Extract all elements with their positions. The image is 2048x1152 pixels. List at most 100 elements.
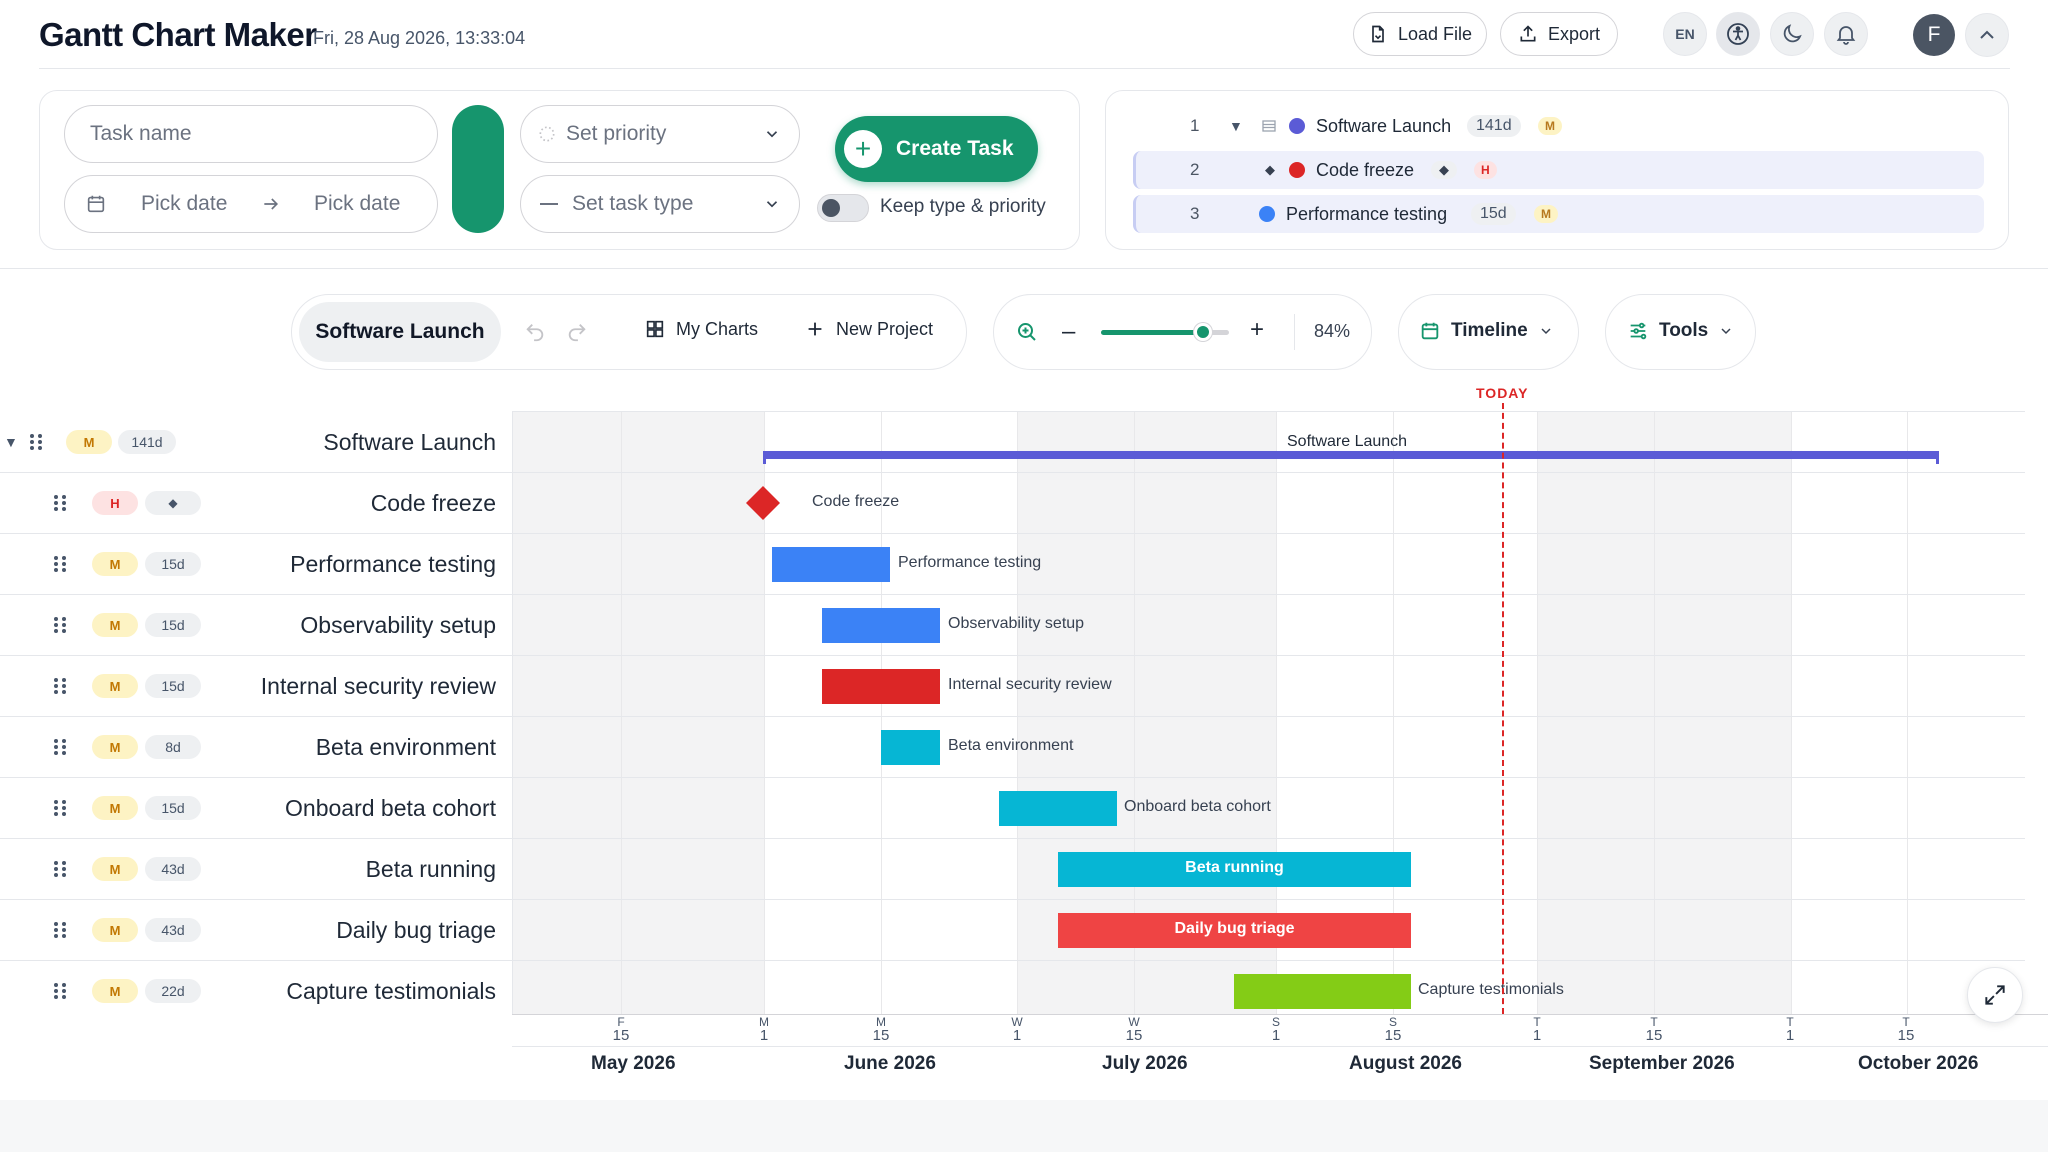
view-select-content[interactable]: Timeline xyxy=(1419,320,1554,342)
gantt-row[interactable]: M 8d Beta environment xyxy=(0,717,512,777)
project-bar-start-cap xyxy=(763,451,766,464)
task-type-select[interactable]: Set task type xyxy=(520,175,800,233)
task-name: Software Launch xyxy=(1316,115,1452,136)
task-list-row[interactable]: 3 Performance testing 15d M xyxy=(1133,195,1984,233)
drag-handle-icon[interactable] xyxy=(29,432,43,452)
task-bar-label: Internal security review xyxy=(948,676,1112,693)
create-task-button[interactable]: + Create Task xyxy=(835,116,1038,182)
milestone-marker[interactable] xyxy=(744,484,782,522)
drag-handle-icon[interactable] xyxy=(53,554,67,574)
month-label: September 2026 xyxy=(1589,1053,1735,1074)
drag-handle-icon[interactable] xyxy=(53,615,67,635)
gantt-row[interactable]: M 22d Capture testimonials xyxy=(0,961,512,1021)
tick-day: 15 xyxy=(872,1027,890,1044)
keep-type-priority-toggle[interactable] xyxy=(817,194,869,222)
end-date-field[interactable]: Pick date xyxy=(314,192,401,215)
task-bar[interactable] xyxy=(999,791,1117,826)
accessibility-button[interactable] xyxy=(1716,12,1760,56)
task-name[interactable]: Beta running xyxy=(365,855,496,882)
caret-down-icon[interactable]: ▼ xyxy=(1229,118,1243,134)
app-header: Gantt Chart Maker Fri, 28 Aug 2026, 13:3… xyxy=(0,0,2048,70)
gantt-row[interactable]: M 43d Beta running xyxy=(0,839,512,899)
dashed-circle-icon xyxy=(539,126,555,142)
duration-badge: 141d xyxy=(1467,115,1521,137)
row-number: 1 xyxy=(1190,116,1200,135)
drag-handle-icon[interactable] xyxy=(53,737,67,757)
drag-handle-icon[interactable] xyxy=(53,798,67,818)
chevron-down-icon xyxy=(1721,328,1731,335)
task-bar[interactable] xyxy=(881,730,940,765)
project-selector[interactable]: Software Launch xyxy=(299,302,501,362)
redo-icon[interactable] xyxy=(566,321,588,343)
priority-select[interactable]: Set priority xyxy=(520,105,800,163)
load-file-button[interactable]: Load File xyxy=(1353,12,1487,56)
task-bar[interactable] xyxy=(1234,974,1411,1009)
priority-badge: M xyxy=(92,674,138,698)
axis-tick: M 15 xyxy=(866,1016,896,1044)
export-button[interactable]: Export xyxy=(1500,12,1618,56)
duration-badge: 22d xyxy=(145,979,201,1003)
grid-line xyxy=(1393,412,1394,1015)
task-name[interactable]: Onboard beta cohort xyxy=(285,794,496,821)
task-name[interactable]: Software Launch xyxy=(323,428,496,455)
collapse-header-button[interactable] xyxy=(1965,13,2009,57)
drag-handle-icon[interactable] xyxy=(53,676,67,696)
task-bar[interactable] xyxy=(1058,913,1411,948)
zoom-in-icon[interactable] xyxy=(1015,320,1039,344)
tools-menu[interactable] xyxy=(1605,294,1756,370)
task-name[interactable]: Code freeze xyxy=(370,489,496,516)
gantt-row[interactable]: M 15d Onboard beta cohort xyxy=(0,778,512,838)
task-name[interactable]: Daily bug triage xyxy=(336,916,496,943)
drag-handle-icon[interactable] xyxy=(53,920,67,940)
row-number: 2 xyxy=(1190,160,1200,179)
start-date-field[interactable]: Pick date xyxy=(141,192,228,215)
undo-icon[interactable] xyxy=(524,321,546,343)
zoom-out-button[interactable]: – xyxy=(1062,318,1076,345)
task-list-row[interactable]: 1 ▼ Software Launch 141d M xyxy=(1133,107,1984,145)
gantt-row[interactable]: ▼ M 141d Software Launch xyxy=(0,412,512,472)
dash-icon xyxy=(540,203,558,205)
zoom-slider-handle[interactable] xyxy=(1194,323,1212,341)
my-charts-button[interactable]: My Charts xyxy=(644,318,758,340)
task-bar[interactable] xyxy=(1058,852,1411,887)
calendar-icon xyxy=(1421,322,1439,340)
drag-handle-icon[interactable] xyxy=(53,859,67,879)
zoom-slider[interactable] xyxy=(1101,330,1229,335)
gantt-row[interactable]: M 15d Performance testing xyxy=(0,534,512,594)
gantt-row[interactable]: M 43d Daily bug triage xyxy=(0,900,512,960)
date-range-input[interactable]: Pick date Pick date xyxy=(64,175,438,233)
tools-menu-content[interactable]: Tools xyxy=(1627,320,1734,342)
drag-handle-icon[interactable] xyxy=(53,493,67,513)
task-name[interactable]: Performance testing xyxy=(290,550,496,577)
user-avatar[interactable]: F xyxy=(1913,14,1955,56)
gantt-row[interactable]: M 15d Observability setup xyxy=(0,595,512,655)
view-select[interactable] xyxy=(1398,294,1579,370)
task-name-input[interactable]: Task name xyxy=(64,105,438,163)
caret-down-icon[interactable]: ▼ xyxy=(4,434,18,450)
task-bar[interactable] xyxy=(822,608,940,643)
gantt-row[interactable]: M 15d Internal security review xyxy=(0,656,512,716)
language-button[interactable]: EN xyxy=(1663,12,1707,56)
drag-handle-icon[interactable] xyxy=(53,981,67,1001)
tick-day: 1 xyxy=(759,1027,769,1044)
task-name[interactable]: Capture testimonials xyxy=(286,977,496,1004)
current-datetime: Fri, 28 Aug 2026, 13:33:04 xyxy=(313,28,526,48)
dark-mode-button[interactable] xyxy=(1770,12,1814,56)
new-project-button[interactable]: New Project xyxy=(804,318,933,340)
gantt-row[interactable]: H ◆ Code freeze xyxy=(0,473,512,533)
project-bar[interactable] xyxy=(763,451,1939,459)
task-bar[interactable] xyxy=(822,669,940,704)
task-name[interactable]: Internal security review xyxy=(260,672,496,699)
axis-tick: S 15 xyxy=(1378,1016,1408,1044)
task-name[interactable]: Beta environment xyxy=(315,733,496,760)
task-color-picker[interactable] xyxy=(452,105,504,233)
priority-badge: M xyxy=(92,613,138,637)
task-bar[interactable] xyxy=(772,547,890,582)
task-list-row[interactable]: 2 ◆ Code freeze ◆ H xyxy=(1133,151,1984,189)
notifications-button[interactable] xyxy=(1824,12,1868,56)
zoom-in-button[interactable]: + xyxy=(1250,316,1265,343)
row-divider xyxy=(0,899,2025,900)
fullscreen-button[interactable] xyxy=(1967,967,2023,1023)
task-name[interactable]: Observability setup xyxy=(300,611,496,638)
chevron-down-icon xyxy=(1541,328,1551,335)
